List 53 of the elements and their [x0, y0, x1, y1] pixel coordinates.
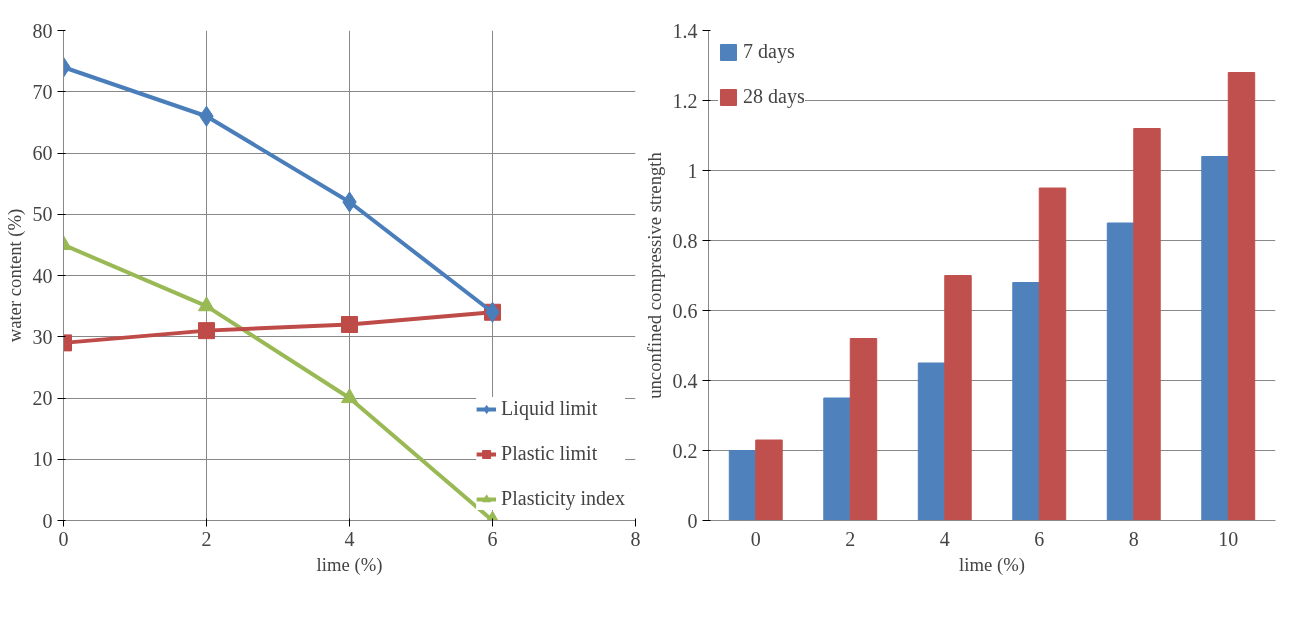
bar [1012, 282, 1040, 521]
bar [755, 439, 783, 521]
y-tick-label: 0.6 [672, 299, 698, 322]
x-axis-title: lime (%) [959, 553, 1025, 576]
bar [823, 397, 851, 521]
x-tick-label: 0 [750, 527, 761, 550]
y-tick-label: 0 [687, 509, 698, 532]
y-axis-title: unconfined compressive strength [643, 151, 665, 399]
bar [849, 338, 878, 521]
x-tick-label: 2 [845, 527, 856, 550]
y-tick-label: 80 [32, 19, 53, 42]
y-tick-label: 0.8 [672, 229, 698, 252]
bar [1227, 72, 1256, 521]
legend-label: Plastic limit [501, 442, 598, 465]
y-tick-label: 1.2 [672, 89, 698, 112]
y-tick-label: 1.4 [672, 19, 698, 42]
y-tick-label: 1 [687, 159, 698, 182]
y-tick-label: 60 [32, 142, 53, 164]
y-tick-label: 30 [32, 325, 53, 348]
legend-label: Liquid limit [501, 397, 598, 420]
legend-label: 7 days [743, 40, 795, 63]
y-tick-label: 10 [32, 448, 53, 471]
bar [728, 450, 757, 521]
y-tick-label: 0.4 [672, 369, 698, 392]
y-tick-label: 70 [32, 80, 53, 103]
bar [1201, 156, 1229, 521]
point [341, 316, 358, 333]
x-tick-label: 6 [1034, 527, 1045, 550]
legend-label: 28 days [743, 85, 805, 108]
legend-label: Plasticity index [501, 487, 625, 510]
point [198, 322, 215, 340]
x-tick-label: 0 [58, 527, 69, 550]
y-tick-label: 40 [32, 264, 53, 287]
x-tick-label: 6 [487, 527, 498, 550]
y-tick-label: 20 [32, 387, 53, 409]
y-tick-label: 0 [42, 509, 53, 532]
bar [917, 362, 946, 521]
x-axis-title: lime (%) [316, 553, 383, 576]
y-tick-label: 0.2 [672, 439, 698, 462]
y-tick-label: 50 [32, 203, 53, 226]
x-tick-label: 4 [344, 527, 355, 550]
bar [944, 275, 972, 521]
y-axis-title: water content (%) [3, 208, 26, 343]
x-tick-label: 8 [630, 527, 641, 550]
bar [1106, 222, 1135, 521]
x-tick-label: 4 [939, 527, 950, 550]
x-tick-label: 10 [1218, 527, 1239, 550]
x-tick-label: 8 [1128, 527, 1139, 550]
x-tick-label: 2 [201, 527, 212, 550]
bar [1133, 128, 1161, 521]
point [198, 296, 215, 312]
bar [1038, 187, 1067, 521]
point [341, 388, 358, 404]
